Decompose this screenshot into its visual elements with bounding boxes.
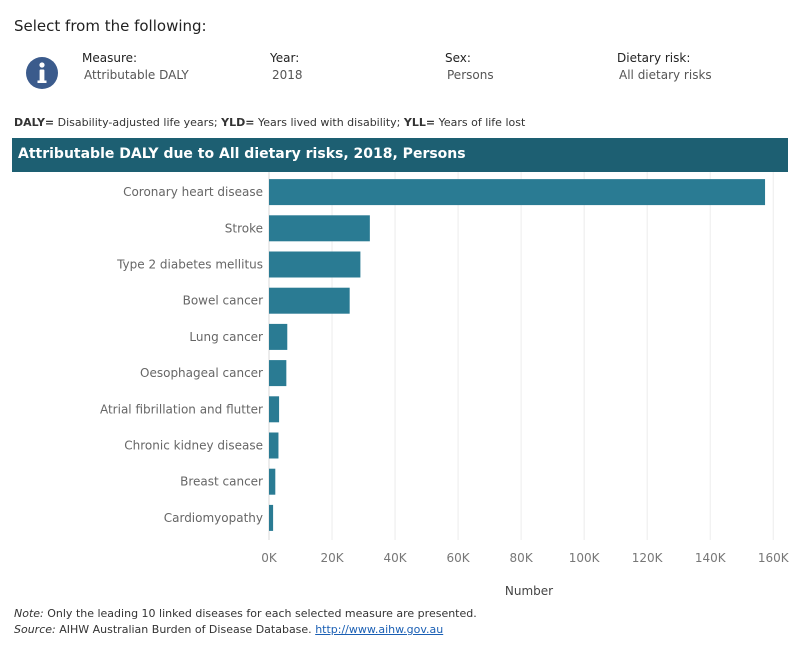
x-tick-label: 120K <box>632 551 664 565</box>
source-text: AIHW Australian Burden of Disease Databa… <box>55 623 316 636</box>
category-label: Atrial fibrillation and flutter <box>100 402 263 416</box>
year-label: Year: <box>270 51 300 65</box>
x-axis-ticks: 0K 20K 40K 60K 80K 100K 120K 140K 160K <box>261 551 790 565</box>
chart-title: Attributable DALY due to All dietary ris… <box>18 146 466 162</box>
sex-label: Sex: <box>445 51 471 65</box>
daly-text: Disability-adjusted life years; <box>54 116 222 129</box>
bar[interactable] <box>269 251 361 278</box>
note-label: Note: <box>14 607 44 620</box>
abbreviation-definitions: DALY= Disability-adjusted life years; YL… <box>14 116 525 129</box>
source-link[interactable]: http://www.aihw.gov.au <box>315 623 444 636</box>
bar[interactable] <box>269 432 279 459</box>
measure-label: Measure: <box>82 51 138 65</box>
dietary-risk-label: Dietary risk: <box>617 51 691 65</box>
yld-key: YLD= <box>221 116 255 129</box>
bar[interactable] <box>269 360 287 387</box>
yll-text: Years of life lost <box>435 116 526 129</box>
note-text: Only the leading 10 linked diseases for … <box>43 607 477 620</box>
dietary-risk-select[interactable]: All dietary risks <box>619 68 712 82</box>
bar-chart: Coronary heart disease Stroke Type 2 diabe… <box>100 172 790 597</box>
sex-select[interactable]: Persons <box>447 68 494 82</box>
category-label: Coronary heart disease <box>123 185 263 199</box>
x-tick-label: 20K <box>320 551 344 565</box>
bars <box>269 179 766 531</box>
category-label: Lung cancer <box>189 330 263 344</box>
bar[interactable] <box>269 396 280 423</box>
x-tick-label: 40K <box>383 551 407 565</box>
category-label: Type 2 diabetes mellitus <box>116 258 263 272</box>
bar[interactable] <box>269 287 350 314</box>
category-label: Breast cancer <box>180 475 263 489</box>
year-select[interactable]: 2018 <box>272 68 303 82</box>
x-axis-title: Number <box>505 584 553 597</box>
chart-header: Attributable DALY due to All dietary ris… <box>12 138 788 172</box>
bar[interactable] <box>269 215 370 242</box>
source-label: Source: <box>14 623 56 636</box>
x-tick-label: 160K <box>758 551 790 565</box>
footnote: Note: Only the leading 10 linked disease… <box>14 606 477 638</box>
yll-key: YLL= <box>403 116 436 129</box>
x-tick-label: 100K <box>569 551 601 565</box>
bar[interactable] <box>269 504 274 531</box>
measure-select[interactable]: Attributable DALY <box>84 68 189 82</box>
x-tick-label: 0K <box>261 551 278 565</box>
category-label: Chronic kidney disease <box>124 439 263 453</box>
category-label: Bowel cancer <box>183 294 263 308</box>
yld-text: Years lived with disability; <box>254 116 404 129</box>
x-tick-label: 60K <box>447 551 471 565</box>
page-title: Select from the following: <box>14 17 207 35</box>
info-icon[interactable] <box>25 56 59 90</box>
category-labels: Coronary heart disease Stroke Type 2 diabe… <box>100 185 263 525</box>
source-line: Source: AIHW Australian Burden of Diseas… <box>14 622 477 638</box>
category-label: Oesophageal cancer <box>140 366 263 380</box>
x-tick-label: 80K <box>510 551 534 565</box>
category-label: Cardiomyopathy <box>164 511 263 525</box>
category-label: Stroke <box>225 221 263 235</box>
bar[interactable] <box>269 323 288 350</box>
daly-key: DALY= <box>14 116 55 129</box>
bar[interactable] <box>269 468 276 495</box>
x-tick-label: 140K <box>695 551 727 565</box>
note-line: Note: Only the leading 10 linked disease… <box>14 606 477 622</box>
bar[interactable] <box>269 179 766 206</box>
